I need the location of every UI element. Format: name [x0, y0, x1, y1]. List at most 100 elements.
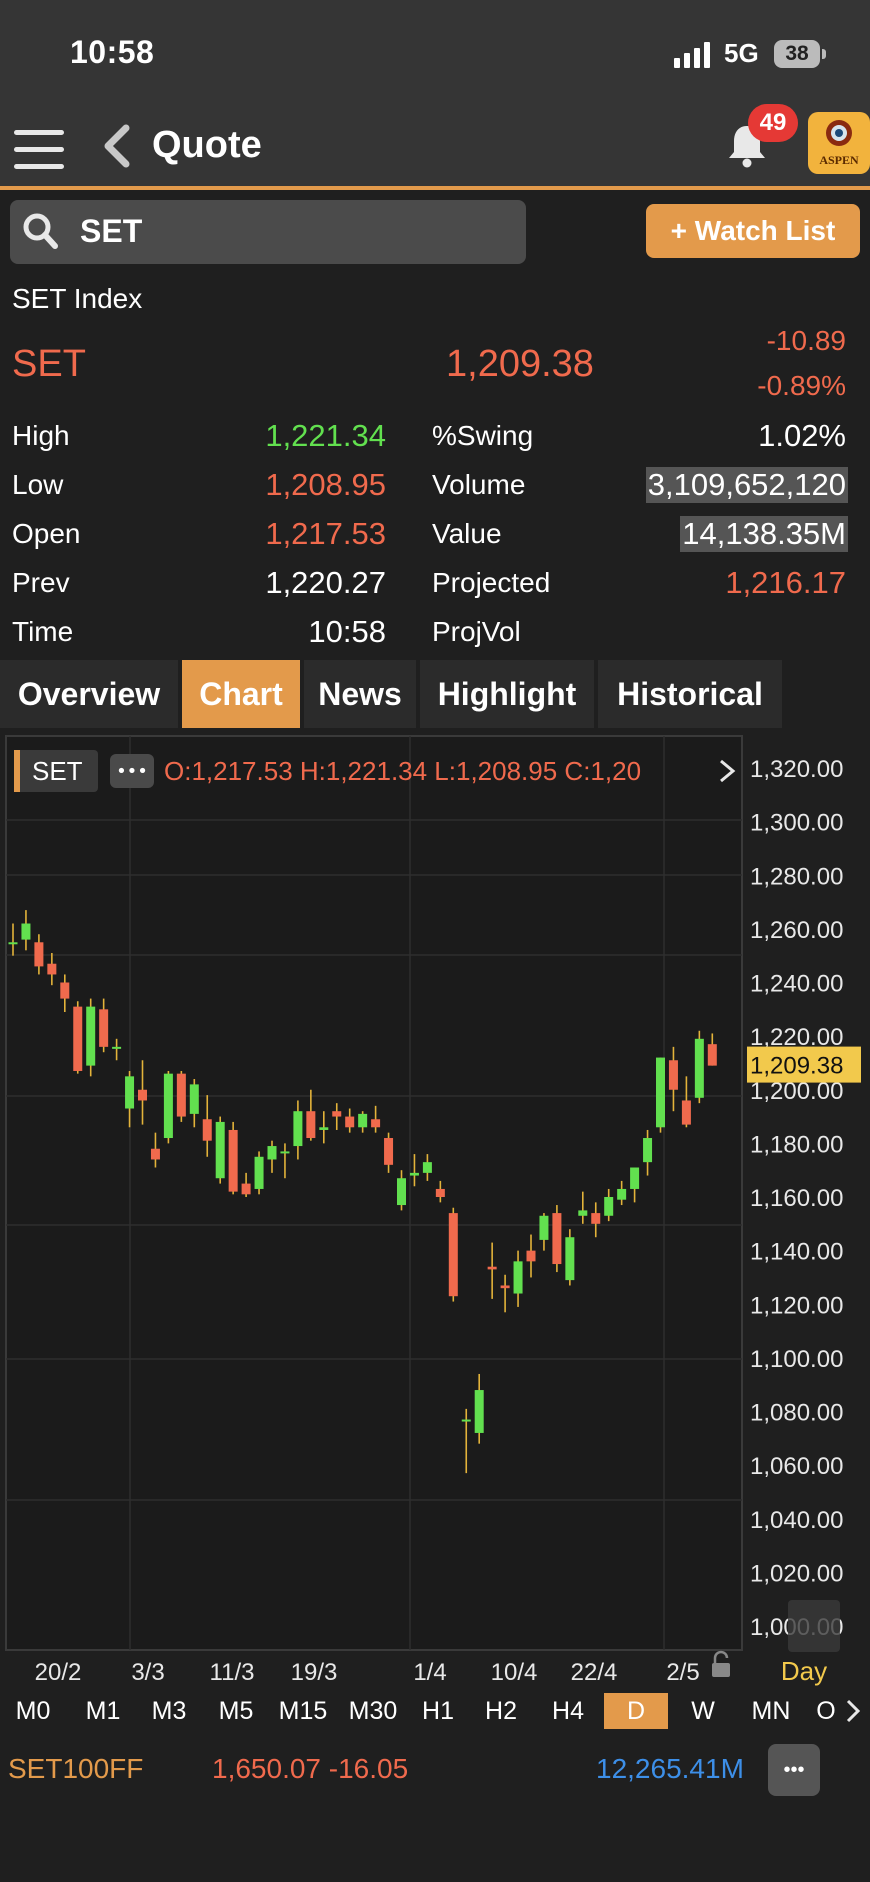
- y-axis-tick-label: 1,280.00: [750, 863, 843, 890]
- field-label: ProjVol: [432, 616, 521, 647]
- chart-more-button: [110, 754, 154, 788]
- candle-body: [435, 1188, 445, 1197]
- timeframe-h1[interactable]: H1: [422, 1697, 454, 1725]
- x-axis-tick-label: 2/5: [666, 1659, 699, 1686]
- y-axis-tick-label: 1,060.00: [750, 1453, 843, 1480]
- y-axis-tick-label: 1,040.00: [750, 1507, 843, 1534]
- timeframe-scroll-chevron-icon[interactable]: [842, 1698, 864, 1724]
- menu-icon[interactable]: [14, 130, 64, 170]
- timeframe-h2[interactable]: H2: [485, 1697, 517, 1725]
- ohlc-scroll-bg: [716, 754, 740, 788]
- candle-body: [409, 1172, 419, 1176]
- candle-body: [707, 1044, 717, 1066]
- battery-icon: 38: [774, 40, 820, 68]
- field-value-volume: 3,109,652,120: [645, 467, 848, 503]
- notification-badge: 49: [748, 104, 798, 142]
- field-label: Prev: [12, 567, 70, 598]
- candle-body: [694, 1038, 704, 1098]
- candle-body: [21, 923, 31, 940]
- tab-highlight[interactable]: Highlight: [420, 660, 594, 728]
- candle-body: [86, 1006, 96, 1066]
- status-bar: [0, 0, 870, 110]
- y-axis-tick-label: 1,160.00: [750, 1185, 843, 1212]
- candle-body: [552, 1213, 562, 1265]
- search-input[interactable]: SET: [80, 213, 143, 249]
- timeframe-h4[interactable]: H4: [552, 1697, 584, 1725]
- fullscreen-icon: [788, 1600, 840, 1652]
- aspen-logo[interactable]: ASPEN: [808, 112, 870, 174]
- network-label: 5G: [724, 38, 759, 68]
- tab-news[interactable]: News: [304, 660, 416, 728]
- timeframe-d[interactable]: D: [604, 1693, 668, 1729]
- timeframe-o[interactable]: O: [816, 1697, 836, 1725]
- candle-body: [293, 1111, 303, 1147]
- y-axis-tick-label: 1,140.00: [750, 1239, 843, 1266]
- search-icon: [23, 213, 58, 249]
- timeframe-m1[interactable]: M1: [85, 1697, 121, 1725]
- timeframe-m0[interactable]: M0: [15, 1697, 51, 1725]
- y-axis-tick-label: 1,300.00: [750, 810, 843, 837]
- candle-body: [267, 1146, 277, 1160]
- y-axis-tick-label: 1,080.00: [750, 1400, 843, 1427]
- candle-body: [617, 1188, 627, 1200]
- candle-body: [189, 1084, 199, 1114]
- candle-body: [397, 1178, 406, 1206]
- candle-body: [643, 1138, 653, 1163]
- bottom-ticker[interactable]: [0, 1738, 870, 1810]
- tab-overview[interactable]: Overview: [0, 660, 178, 728]
- candle-body: [202, 1119, 212, 1141]
- ticker-symbol[interactable]: SET100FF: [8, 1753, 144, 1784]
- field-label: Time: [12, 616, 74, 647]
- price-change: -10.89: [766, 325, 846, 356]
- field-label: Volume: [432, 469, 526, 500]
- search-bar[interactable]: [10, 200, 526, 264]
- ohlc-scroll-chevron-icon: [720, 759, 736, 783]
- timeframe-w[interactable]: W: [691, 1697, 715, 1725]
- candle-body: [422, 1162, 432, 1173]
- ticker-more-button[interactable]: •••: [768, 1744, 820, 1796]
- timeframe-m5[interactable]: M5: [218, 1697, 254, 1725]
- y-axis-tick-label: 1,240.00: [750, 971, 843, 998]
- back-chevron-icon[interactable]: [102, 124, 132, 168]
- tab-historical[interactable]: Historical: [598, 660, 782, 728]
- timeframe-m15[interactable]: M15: [278, 1697, 328, 1725]
- candle-body: [319, 1127, 329, 1130]
- timeframe-m30[interactable]: M30: [348, 1697, 398, 1725]
- candle-body: [60, 982, 70, 999]
- nav-bar: [0, 110, 870, 190]
- last-price-tag: [747, 1046, 861, 1083]
- chart-symbol-pill: [14, 750, 98, 792]
- candle-body: [138, 1089, 147, 1101]
- field-value-open: 1,217.53: [265, 516, 386, 551]
- field-value-high: 1,221.34: [265, 418, 386, 453]
- x-axis-tick-label: 10/4: [491, 1659, 538, 1686]
- candle-body: [241, 1183, 251, 1195]
- candle-body: [8, 942, 18, 945]
- x-axis-tick-label: 1/4: [413, 1659, 446, 1686]
- logo-emblem-icon: [826, 120, 852, 146]
- field-label: Open: [12, 518, 81, 549]
- x-axis-tick-label: 3/3: [131, 1659, 164, 1686]
- timeframe-bar: [0, 1690, 870, 1734]
- candle-body: [591, 1213, 601, 1224]
- candle-body: [474, 1390, 484, 1433]
- candle-body: [125, 1076, 135, 1109]
- field-value-time: 10:58: [308, 614, 386, 649]
- ticker-value: 12,265.41M: [596, 1753, 744, 1784]
- candle-body: [500, 1285, 510, 1289]
- tab-chart[interactable]: Chart: [182, 660, 300, 728]
- quote-symbol: SET: [12, 343, 86, 385]
- candle-body: [384, 1138, 394, 1165]
- field-label: Projected: [432, 567, 551, 598]
- battery-tip: [822, 49, 826, 59]
- timeframe-m3[interactable]: M3: [151, 1697, 187, 1725]
- last-price: 1,209.38: [446, 343, 594, 385]
- add-watch-list-button[interactable]: + Watch List: [646, 204, 860, 258]
- candle-body: [371, 1119, 381, 1128]
- candle-body: [254, 1156, 264, 1189]
- candle-body: [163, 1073, 173, 1139]
- candlestick-chart[interactable]: 1,320.00 1,300.00 1,280.00 1,260.00 1,240.00…: [0, 730, 870, 1692]
- y-axis-tick-label: 1,020.00: [750, 1560, 843, 1587]
- timeframe-mn[interactable]: MN: [751, 1697, 791, 1725]
- field-label: Low: [12, 469, 64, 500]
